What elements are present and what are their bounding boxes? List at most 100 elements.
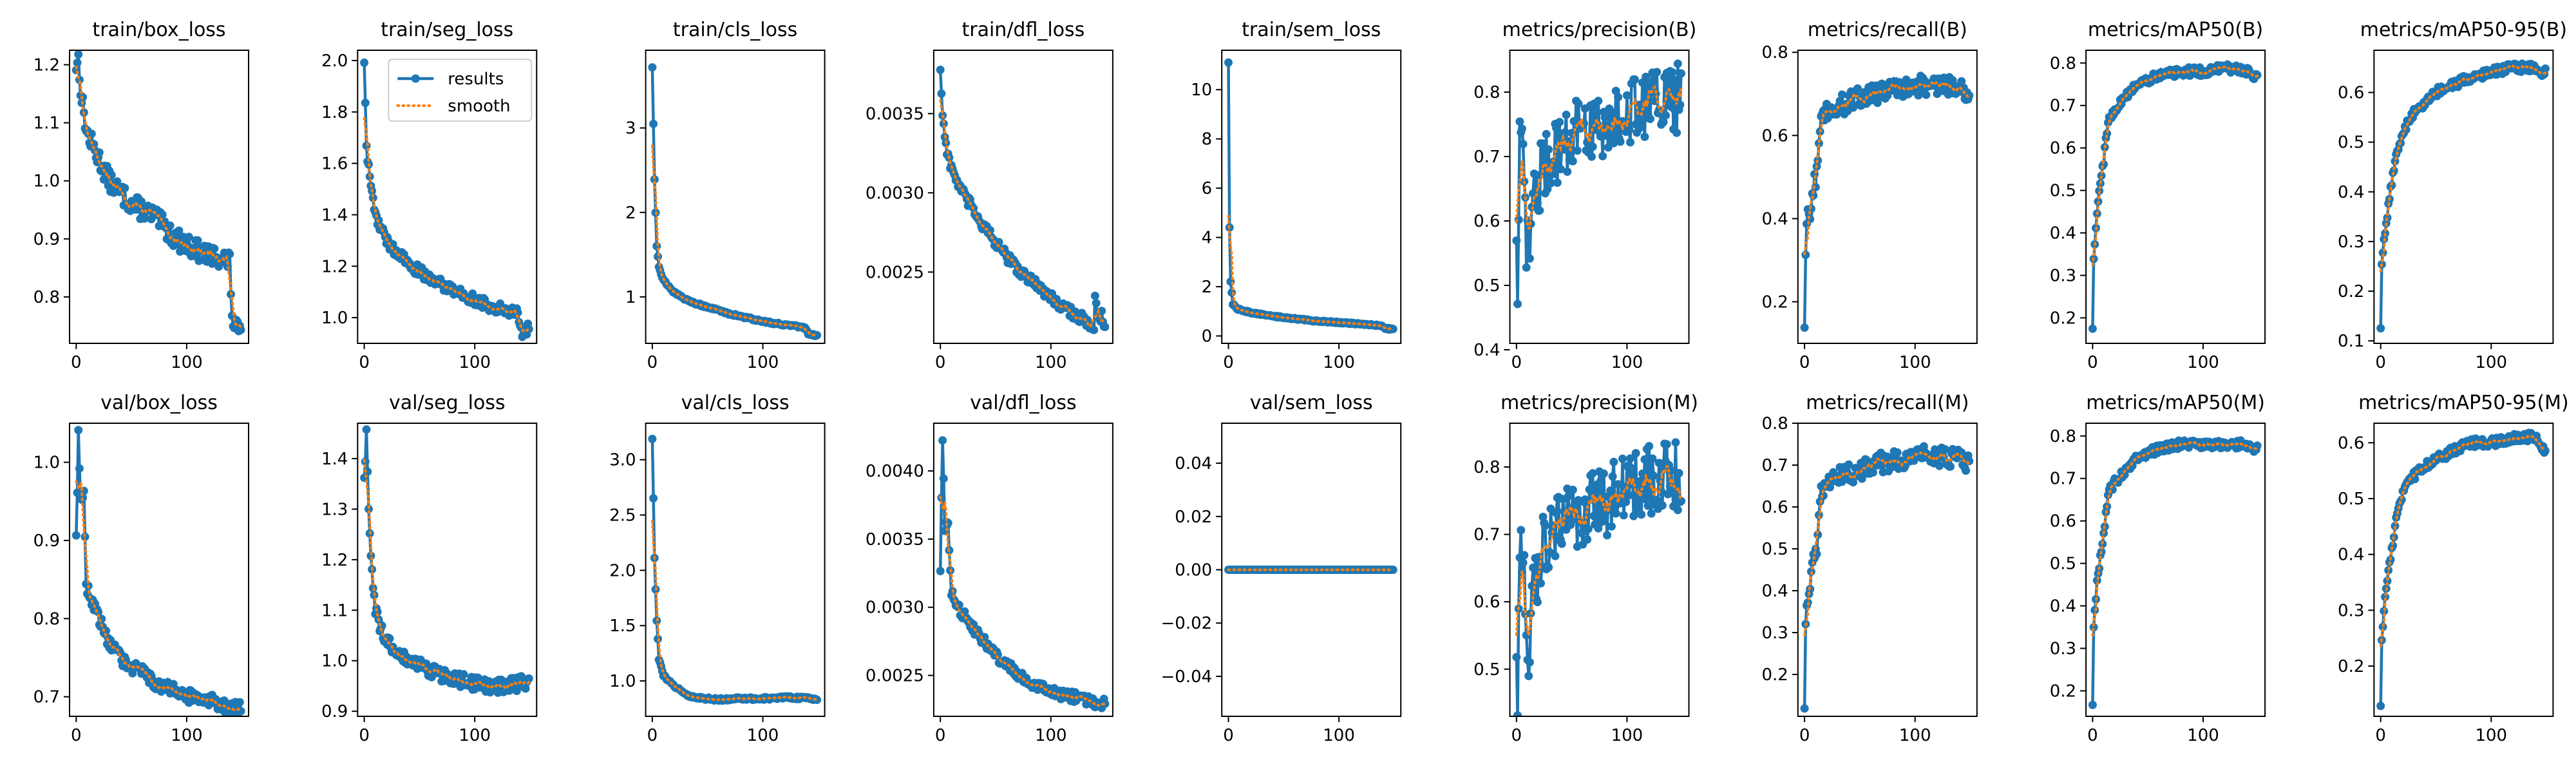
data-point [1519, 558, 1528, 568]
y-tick-label: 0.7 [2050, 97, 2076, 116]
data-point [1388, 325, 1397, 334]
x-tick-label: 0 [1511, 353, 1522, 372]
data-point [360, 58, 369, 67]
data-point [1556, 165, 1565, 173]
data-point [938, 436, 947, 445]
x-tick-label: 100 [1611, 726, 1643, 745]
chart-metrics-precision-m: metrics/precision(M) 0 100 0.5 0.6 0.7 0.8 [1473, 392, 1698, 745]
data-point [1893, 448, 1902, 457]
data-point [175, 226, 184, 235]
data-point [1544, 145, 1553, 154]
data-point [1940, 444, 1949, 453]
x-tick-label: 100 [1611, 353, 1643, 372]
chart-title: metrics/precision(B) [1502, 19, 1697, 41]
y-tick-label: 4 [1202, 229, 1213, 248]
data-point [1608, 472, 1617, 481]
data-point [1542, 129, 1551, 138]
chart-title: val/dfl_loss [970, 392, 1076, 414]
data-point [1626, 138, 1634, 147]
y-tick-label: 0.0025 [866, 263, 924, 282]
y-tick-label: 0.4 [1761, 209, 1788, 229]
x-tick-label: 0 [359, 353, 370, 372]
series-smooth-line [1803, 81, 1971, 256]
chart-metrics-map50-m: metrics/mAP50(M) 0 100 0.2 0.3 0.4 0.5 0.6 0.7 0.… [2050, 392, 2266, 745]
series-results-line [938, 440, 1107, 711]
data-point [2089, 623, 2098, 632]
data-point [1540, 521, 1549, 530]
series-smooth-line [2379, 435, 2547, 647]
plot-frame [1509, 50, 1690, 344]
data-point [1606, 486, 1615, 495]
plot-frame [69, 423, 249, 717]
data-point [1557, 539, 1566, 548]
y-tick-label: 1 [625, 288, 636, 307]
data-point [1603, 531, 1611, 540]
data-point [74, 426, 83, 435]
series-results-line [1227, 62, 1394, 332]
data-point [1529, 189, 1537, 198]
data-point [1533, 598, 1542, 607]
data-point [368, 193, 377, 202]
x-tick-label: 100 [459, 353, 491, 372]
chart-train-sem-loss: train/sem_loss 0 100 0 2 4 6 8 10 [1191, 19, 1402, 372]
data-point [936, 65, 945, 74]
data-point [1535, 206, 1544, 215]
data-point [2541, 64, 2550, 73]
y-tick-label: 0 [1202, 327, 1213, 347]
y-tick-label: 0.7 [1473, 526, 1500, 545]
chart-title: metrics/mAP50-95(M) [2358, 392, 2569, 414]
data-point [2389, 166, 2398, 175]
y-tick-label: 0.2 [2338, 657, 2364, 676]
data-point [1563, 167, 1572, 176]
data-point [813, 330, 822, 339]
data-point [1587, 152, 1596, 161]
data-point [813, 695, 822, 704]
data-point [225, 249, 234, 258]
y-tick-label: 0.5 [1473, 276, 1500, 296]
data-point [1101, 323, 1110, 331]
data-point [1629, 511, 1638, 520]
y-tick-label: 0.00 [1175, 561, 1212, 580]
data-point [1965, 457, 1974, 466]
data-point [365, 504, 373, 513]
data-point [943, 519, 952, 528]
y-tick-label: 0.4 [2050, 224, 2076, 243]
data-point [1677, 69, 1685, 78]
y-tick-label: 1.0 [321, 309, 348, 328]
data-point [1609, 457, 1618, 466]
data-point [1649, 472, 1658, 480]
data-point [2378, 622, 2387, 631]
data-point [648, 434, 657, 443]
chart-val-seg-loss: val/seg_loss 0 100 0.9 1.0 1.1 1.2 1.3 1.4 [321, 392, 538, 745]
chart-title: metrics/mAP50(M) [2086, 392, 2265, 414]
x-tick-label: 100 [2475, 353, 2507, 372]
y-tick-label: 0.02 [1175, 508, 1212, 527]
x-tick-label: 0 [935, 353, 946, 372]
legend-results-marker [411, 74, 420, 83]
chart-metrics-precision-b: metrics/precision(B) 0 100 0.4 0.5 0.6 0.7 0.8 [1473, 19, 1696, 372]
series-smooth-line [1515, 84, 1683, 231]
series-results-markers [2376, 59, 2550, 333]
data-point [936, 567, 945, 575]
data-point [1663, 81, 1672, 90]
legend: results smooth [388, 59, 533, 122]
data-point [1520, 551, 1529, 560]
data-point [1513, 300, 1522, 309]
data-point [1584, 524, 1593, 533]
y-tick-label: 0.0035 [866, 104, 924, 124]
plot-frame [69, 50, 249, 344]
data-point [120, 184, 129, 193]
data-point [1800, 704, 1809, 713]
series-results-markers [648, 434, 822, 705]
data-point [2376, 701, 2385, 711]
data-point [1811, 183, 1820, 191]
chart-train-cls-loss: train/cls_loss 0 100 1 2 3 [625, 19, 826, 372]
data-point [1626, 454, 1634, 463]
y-tick-label: 0.4 [2338, 546, 2364, 565]
series-smooth-line [1227, 215, 1395, 330]
data-point [1574, 99, 1583, 108]
chart-title: metrics/recall(M) [1806, 392, 1969, 414]
plot-frame [1221, 50, 1402, 344]
data-point [1837, 90, 1846, 99]
